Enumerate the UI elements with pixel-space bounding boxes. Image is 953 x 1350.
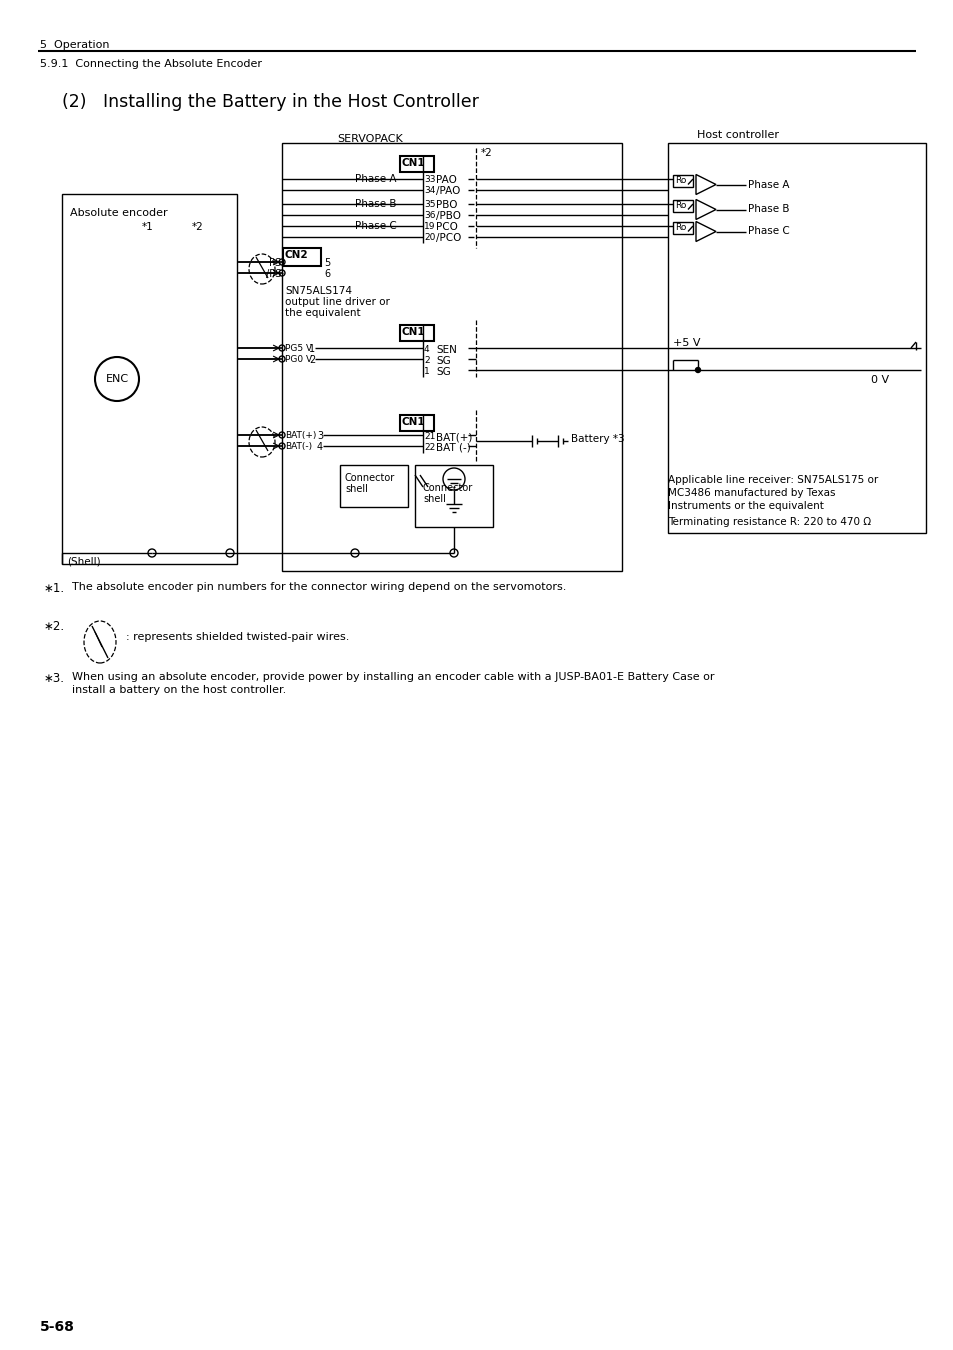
Text: (Shell): (Shell) <box>67 556 100 566</box>
Bar <box>399 414 434 431</box>
Text: 5: 5 <box>324 258 330 269</box>
Text: 33: 33 <box>423 176 435 184</box>
Bar <box>62 194 236 564</box>
Text: 21: 21 <box>423 432 435 441</box>
Text: /PBO: /PBO <box>436 211 460 221</box>
Text: install a battery on the host controller.: install a battery on the host controller… <box>71 684 286 695</box>
Text: ∗3.: ∗3. <box>44 672 65 684</box>
Text: PS: PS <box>269 258 281 269</box>
Text: CN1: CN1 <box>401 327 425 338</box>
Text: 2: 2 <box>309 355 314 364</box>
Text: ENC: ENC <box>106 374 129 383</box>
Bar <box>672 221 692 234</box>
Text: 5-68: 5-68 <box>40 1320 74 1334</box>
Text: SERVOPACK: SERVOPACK <box>336 134 402 144</box>
Text: CN1: CN1 <box>401 158 425 167</box>
Text: BAT (-): BAT (-) <box>436 443 470 454</box>
Text: PBO: PBO <box>436 200 457 211</box>
Polygon shape <box>696 221 716 242</box>
Text: (2)   Installing the Battery in the Host Controller: (2) Installing the Battery in the Host C… <box>62 93 478 111</box>
Text: 22: 22 <box>423 443 435 452</box>
Bar <box>283 248 320 266</box>
Text: Phase A: Phase A <box>355 174 396 184</box>
Text: Battery *3: Battery *3 <box>571 435 624 444</box>
Text: Host controller: Host controller <box>697 130 779 140</box>
Text: 36: 36 <box>423 211 435 220</box>
Text: 19: 19 <box>423 221 435 231</box>
Text: 5.9.1  Connecting the Absolute Encoder: 5.9.1 Connecting the Absolute Encoder <box>40 59 262 69</box>
Text: *1: *1 <box>142 221 153 232</box>
Text: the equivalent: the equivalent <box>285 308 360 319</box>
Bar <box>339 464 408 508</box>
Text: 1: 1 <box>423 367 429 377</box>
Bar <box>672 176 692 188</box>
Text: CN2: CN2 <box>285 250 309 261</box>
Text: PCO: PCO <box>436 221 457 232</box>
Text: 0 V: 0 V <box>870 375 888 385</box>
Polygon shape <box>696 174 716 194</box>
Text: Applicable line receiver: SN75ALS175 or: Applicable line receiver: SN75ALS175 or <box>667 475 878 485</box>
Text: 5  Operation: 5 Operation <box>40 40 110 50</box>
Text: 35: 35 <box>423 200 435 209</box>
Text: shell: shell <box>345 485 368 494</box>
Text: The absolute encoder pin numbers for the connector wiring depend on the servomot: The absolute encoder pin numbers for the… <box>71 582 566 593</box>
Text: *2: *2 <box>480 148 493 158</box>
Text: output line driver or: output line driver or <box>285 297 390 306</box>
Text: Ro: Ro <box>675 223 685 232</box>
Text: 4: 4 <box>423 346 429 354</box>
Text: Phase B: Phase B <box>355 198 396 209</box>
Text: Phase C: Phase C <box>747 227 789 236</box>
Text: shell: shell <box>422 494 445 504</box>
Polygon shape <box>696 200 716 220</box>
Text: BAT(-): BAT(-) <box>285 441 312 451</box>
Text: 4: 4 <box>316 441 323 452</box>
Text: SG: SG <box>436 367 450 377</box>
Text: PG0 V: PG0 V <box>285 355 312 364</box>
Bar <box>667 143 925 533</box>
Bar <box>672 200 692 212</box>
Text: SG: SG <box>436 356 450 366</box>
Text: Phase C: Phase C <box>355 221 396 231</box>
Text: CN1: CN1 <box>401 417 425 427</box>
Text: PG5 V: PG5 V <box>285 344 312 352</box>
Text: PAO: PAO <box>436 176 456 185</box>
Text: ∗1.: ∗1. <box>44 582 65 595</box>
Text: 34: 34 <box>423 186 435 194</box>
Text: /PAO: /PAO <box>436 186 460 196</box>
Bar <box>282 143 621 571</box>
Bar <box>399 157 434 171</box>
Text: 3: 3 <box>316 431 323 441</box>
Text: BAT(+): BAT(+) <box>436 432 472 441</box>
Text: 1: 1 <box>309 344 314 354</box>
Text: *2: *2 <box>192 221 204 232</box>
Circle shape <box>695 367 700 373</box>
Text: /PCO: /PCO <box>436 234 461 243</box>
Text: 6: 6 <box>324 269 330 279</box>
Text: +5 V: +5 V <box>672 338 700 348</box>
Text: Ro: Ro <box>675 201 685 211</box>
Text: Terminating resistance R: 220 to 470 Ω: Terminating resistance R: 220 to 470 Ω <box>667 517 870 526</box>
Text: Absolute encoder: Absolute encoder <box>70 208 168 217</box>
Text: When using an absolute encoder, provide power by installing an encoder cable wit: When using an absolute encoder, provide … <box>71 672 714 682</box>
Text: Connector: Connector <box>422 483 473 493</box>
Text: SEN: SEN <box>436 346 456 355</box>
Text: Ro: Ro <box>675 176 685 185</box>
Text: Connector: Connector <box>345 472 395 483</box>
Text: BAT(+): BAT(+) <box>285 431 316 440</box>
Text: MC3486 manufactured by Texas: MC3486 manufactured by Texas <box>667 487 835 498</box>
Bar <box>399 325 434 342</box>
Text: Instruments or the equivalent: Instruments or the equivalent <box>667 501 823 512</box>
Text: Phase B: Phase B <box>747 204 789 215</box>
Text: 20: 20 <box>423 234 435 242</box>
Text: 2: 2 <box>423 356 429 365</box>
Bar <box>415 464 493 526</box>
Text: Phase A: Phase A <box>747 180 789 189</box>
Text: /PS: /PS <box>265 269 281 279</box>
Text: SN75ALS174: SN75ALS174 <box>285 286 352 296</box>
Text: : represents shielded twisted-pair wires.: : represents shielded twisted-pair wires… <box>126 632 349 643</box>
Text: ∗2.: ∗2. <box>44 620 65 633</box>
